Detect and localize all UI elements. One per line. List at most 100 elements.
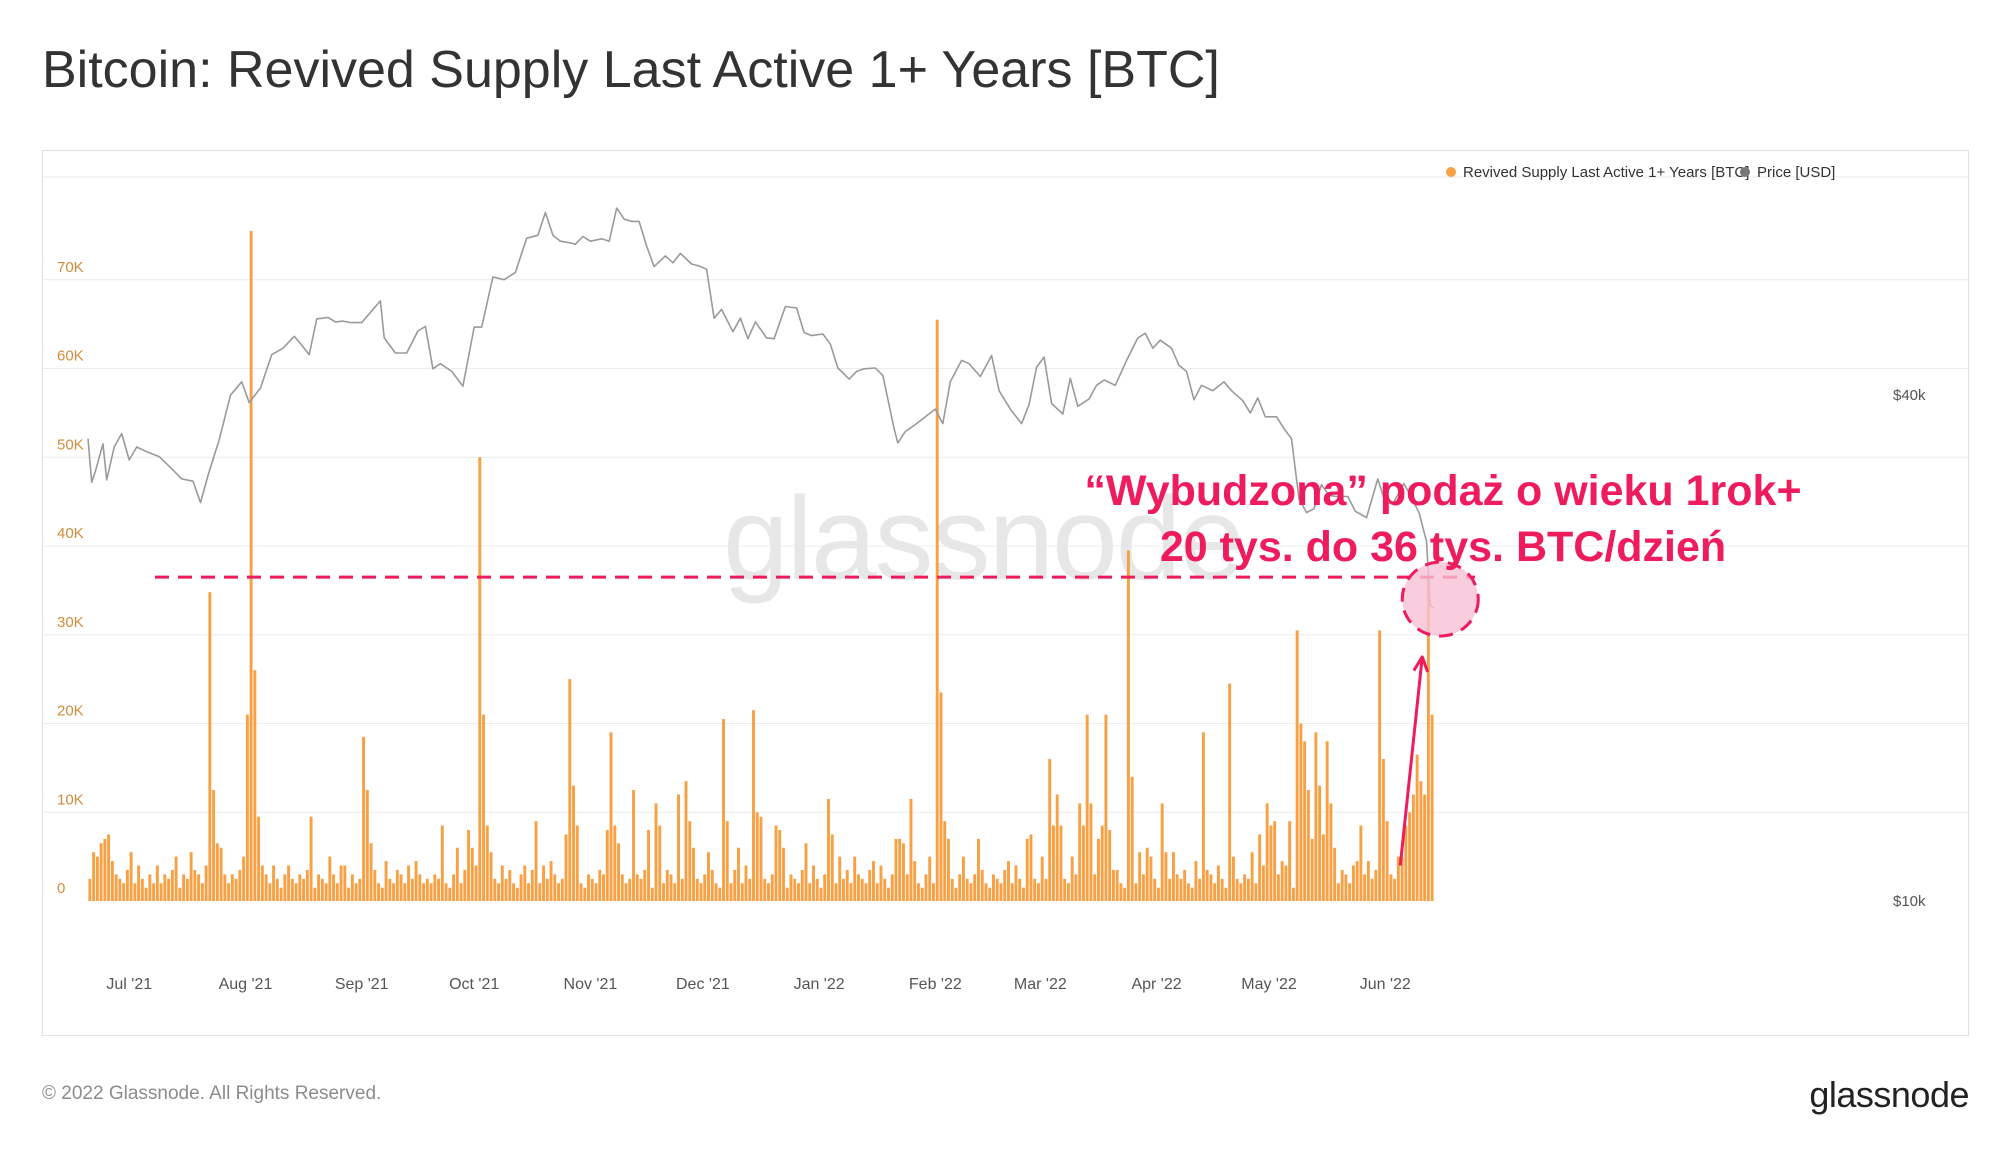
supply-bar xyxy=(253,670,257,901)
supply-bar xyxy=(1138,852,1142,901)
supply-bar xyxy=(245,714,249,901)
legend: Revived Supply Last Active 1+ Years [BTC… xyxy=(1446,164,1835,181)
supply-bar xyxy=(763,878,767,901)
supply-bar xyxy=(1160,803,1164,901)
highlight-circle xyxy=(1400,560,1480,638)
supply-bar xyxy=(1325,741,1329,901)
supply-bar xyxy=(564,834,568,901)
right-axis-ticks: $10k $40k xyxy=(1893,387,1926,910)
supply-bar xyxy=(1018,878,1022,901)
supply-bar xyxy=(774,825,778,901)
supply-bar xyxy=(140,878,144,901)
supply-bar xyxy=(268,883,272,901)
supply-bar xyxy=(133,883,137,901)
supply-bar xyxy=(302,878,306,901)
supply-bar xyxy=(1025,838,1029,901)
supply-bar xyxy=(114,874,118,901)
supply-bar xyxy=(1194,861,1198,901)
supply-bar xyxy=(617,843,620,901)
supply-bar xyxy=(864,883,868,901)
supply-bar xyxy=(497,883,501,901)
supply-bar xyxy=(662,883,665,901)
left-axis-ticks: 0 10K 20K 30K 40K 50K 60K 70K xyxy=(57,259,84,897)
supply-bar xyxy=(287,865,291,901)
supply-bar xyxy=(995,878,999,901)
supply-bar xyxy=(452,874,456,901)
supply-bar xyxy=(388,878,392,901)
supply-bar xyxy=(279,887,283,901)
supply-bar xyxy=(958,874,962,901)
supply-bar xyxy=(545,878,549,901)
supply-bar xyxy=(1063,878,1067,901)
supply-bar xyxy=(309,816,313,901)
supply-bar xyxy=(1419,781,1423,901)
supply-bar xyxy=(1426,577,1430,901)
supply-bar xyxy=(778,830,782,901)
supply-bar xyxy=(1336,883,1340,901)
supply-bar xyxy=(504,878,508,901)
supply-bar xyxy=(815,878,819,901)
supply-bar xyxy=(830,834,834,901)
supply-bar xyxy=(324,883,328,901)
right-axis-tick-label: $10k xyxy=(1893,893,1926,910)
supply-bar xyxy=(200,883,204,901)
supply-bar xyxy=(924,874,928,901)
supply-bar xyxy=(695,878,699,901)
supply-bar xyxy=(553,874,557,901)
chart-svg: glassnode 0 10K 20K 30K 40K 50K 60K 70K $10k $40… xyxy=(43,164,1968,993)
supply-bar xyxy=(1411,794,1415,901)
supply-bar xyxy=(189,852,193,901)
supply-bar xyxy=(339,865,343,901)
supply-bar xyxy=(414,861,418,901)
supply-bar xyxy=(1276,874,1280,901)
supply-bar xyxy=(542,865,546,901)
supply-bar xyxy=(493,878,497,901)
supply-bar xyxy=(793,878,797,901)
supply-bar xyxy=(182,874,186,901)
supply-bar xyxy=(755,812,759,901)
supply-bar xyxy=(943,821,947,901)
supply-bar xyxy=(613,825,617,901)
supply-bar xyxy=(508,869,512,901)
supply-bar xyxy=(272,865,276,901)
supply-bar xyxy=(1089,803,1093,901)
supply-bar xyxy=(703,874,707,901)
supply-bar xyxy=(1003,869,1007,901)
supply-bar xyxy=(714,883,718,901)
supply-bar xyxy=(362,736,366,901)
supply-bar xyxy=(1359,825,1363,901)
supply-bar xyxy=(1156,887,1160,901)
supply-bar xyxy=(1415,754,1419,901)
supply-bar xyxy=(1363,874,1367,901)
supply-bar xyxy=(1265,803,1269,901)
glassnode-logo: glassnode xyxy=(1809,1074,1969,1115)
supply-bar xyxy=(677,794,680,901)
supply-bar xyxy=(800,869,804,901)
supply-bar xyxy=(1235,878,1239,901)
supply-bar xyxy=(152,883,156,901)
supply-bar xyxy=(947,838,950,901)
supply-bar xyxy=(1205,869,1209,901)
supply-bar xyxy=(752,710,755,901)
copyright-notice: © 2022 Glassnode. All Rights Reserved. xyxy=(42,1083,382,1104)
supply-bar xyxy=(155,865,159,901)
supply-bar xyxy=(1288,821,1292,901)
supply-bar xyxy=(980,869,984,901)
supply-bar xyxy=(463,869,467,901)
supply-bar xyxy=(718,887,722,901)
supply-bar xyxy=(1108,830,1112,901)
left-axis-tick-label: 60K xyxy=(57,348,84,365)
supply-bar xyxy=(962,856,965,901)
left-axis-tick-label: 0 xyxy=(57,880,65,897)
supply-bar xyxy=(583,887,587,901)
supply-bar xyxy=(1306,790,1310,901)
supply-bar xyxy=(1393,878,1397,901)
supply-bar xyxy=(358,878,362,901)
supply-bar xyxy=(1299,723,1303,901)
supply-bar xyxy=(737,847,740,901)
supply-bar xyxy=(965,878,969,901)
supply-bar xyxy=(620,874,624,901)
supply-bar xyxy=(204,865,208,901)
supply-bar xyxy=(1261,865,1265,901)
supply-bar xyxy=(860,878,864,901)
